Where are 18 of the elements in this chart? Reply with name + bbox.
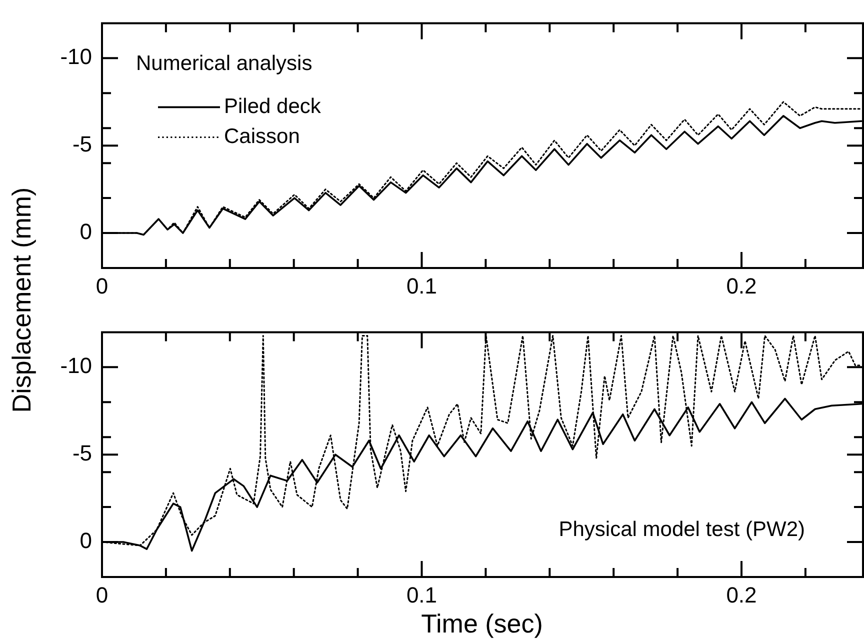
- legend-label: Caisson: [224, 124, 300, 148]
- y-tick-label: -10: [60, 353, 92, 378]
- x-tick-label: 0: [96, 582, 108, 608]
- x-tick-label: 0.1: [406, 273, 438, 298]
- x-tick-label: 0.2: [726, 273, 757, 298]
- x-tick-label: 0.2: [726, 582, 757, 608]
- y-tick-label: -5: [72, 440, 92, 466]
- annotation: Physical model test (PW2): [558, 518, 805, 541]
- x-tick-label: 0: [96, 273, 108, 298]
- y-tick-label: 0: [80, 219, 92, 244]
- x-tick-label: 0.1: [406, 582, 438, 608]
- legend-label: Piled deck: [224, 94, 322, 118]
- y-tick-label: -5: [72, 132, 92, 157]
- y-tick-label: 0: [80, 528, 92, 554]
- y-axis-title: Displacement (mm): [6, 187, 38, 413]
- annotation: Numerical analysis: [136, 52, 312, 75]
- x-axis-title: Time (sec): [421, 608, 543, 639]
- y-tick-label: -10: [60, 44, 92, 70]
